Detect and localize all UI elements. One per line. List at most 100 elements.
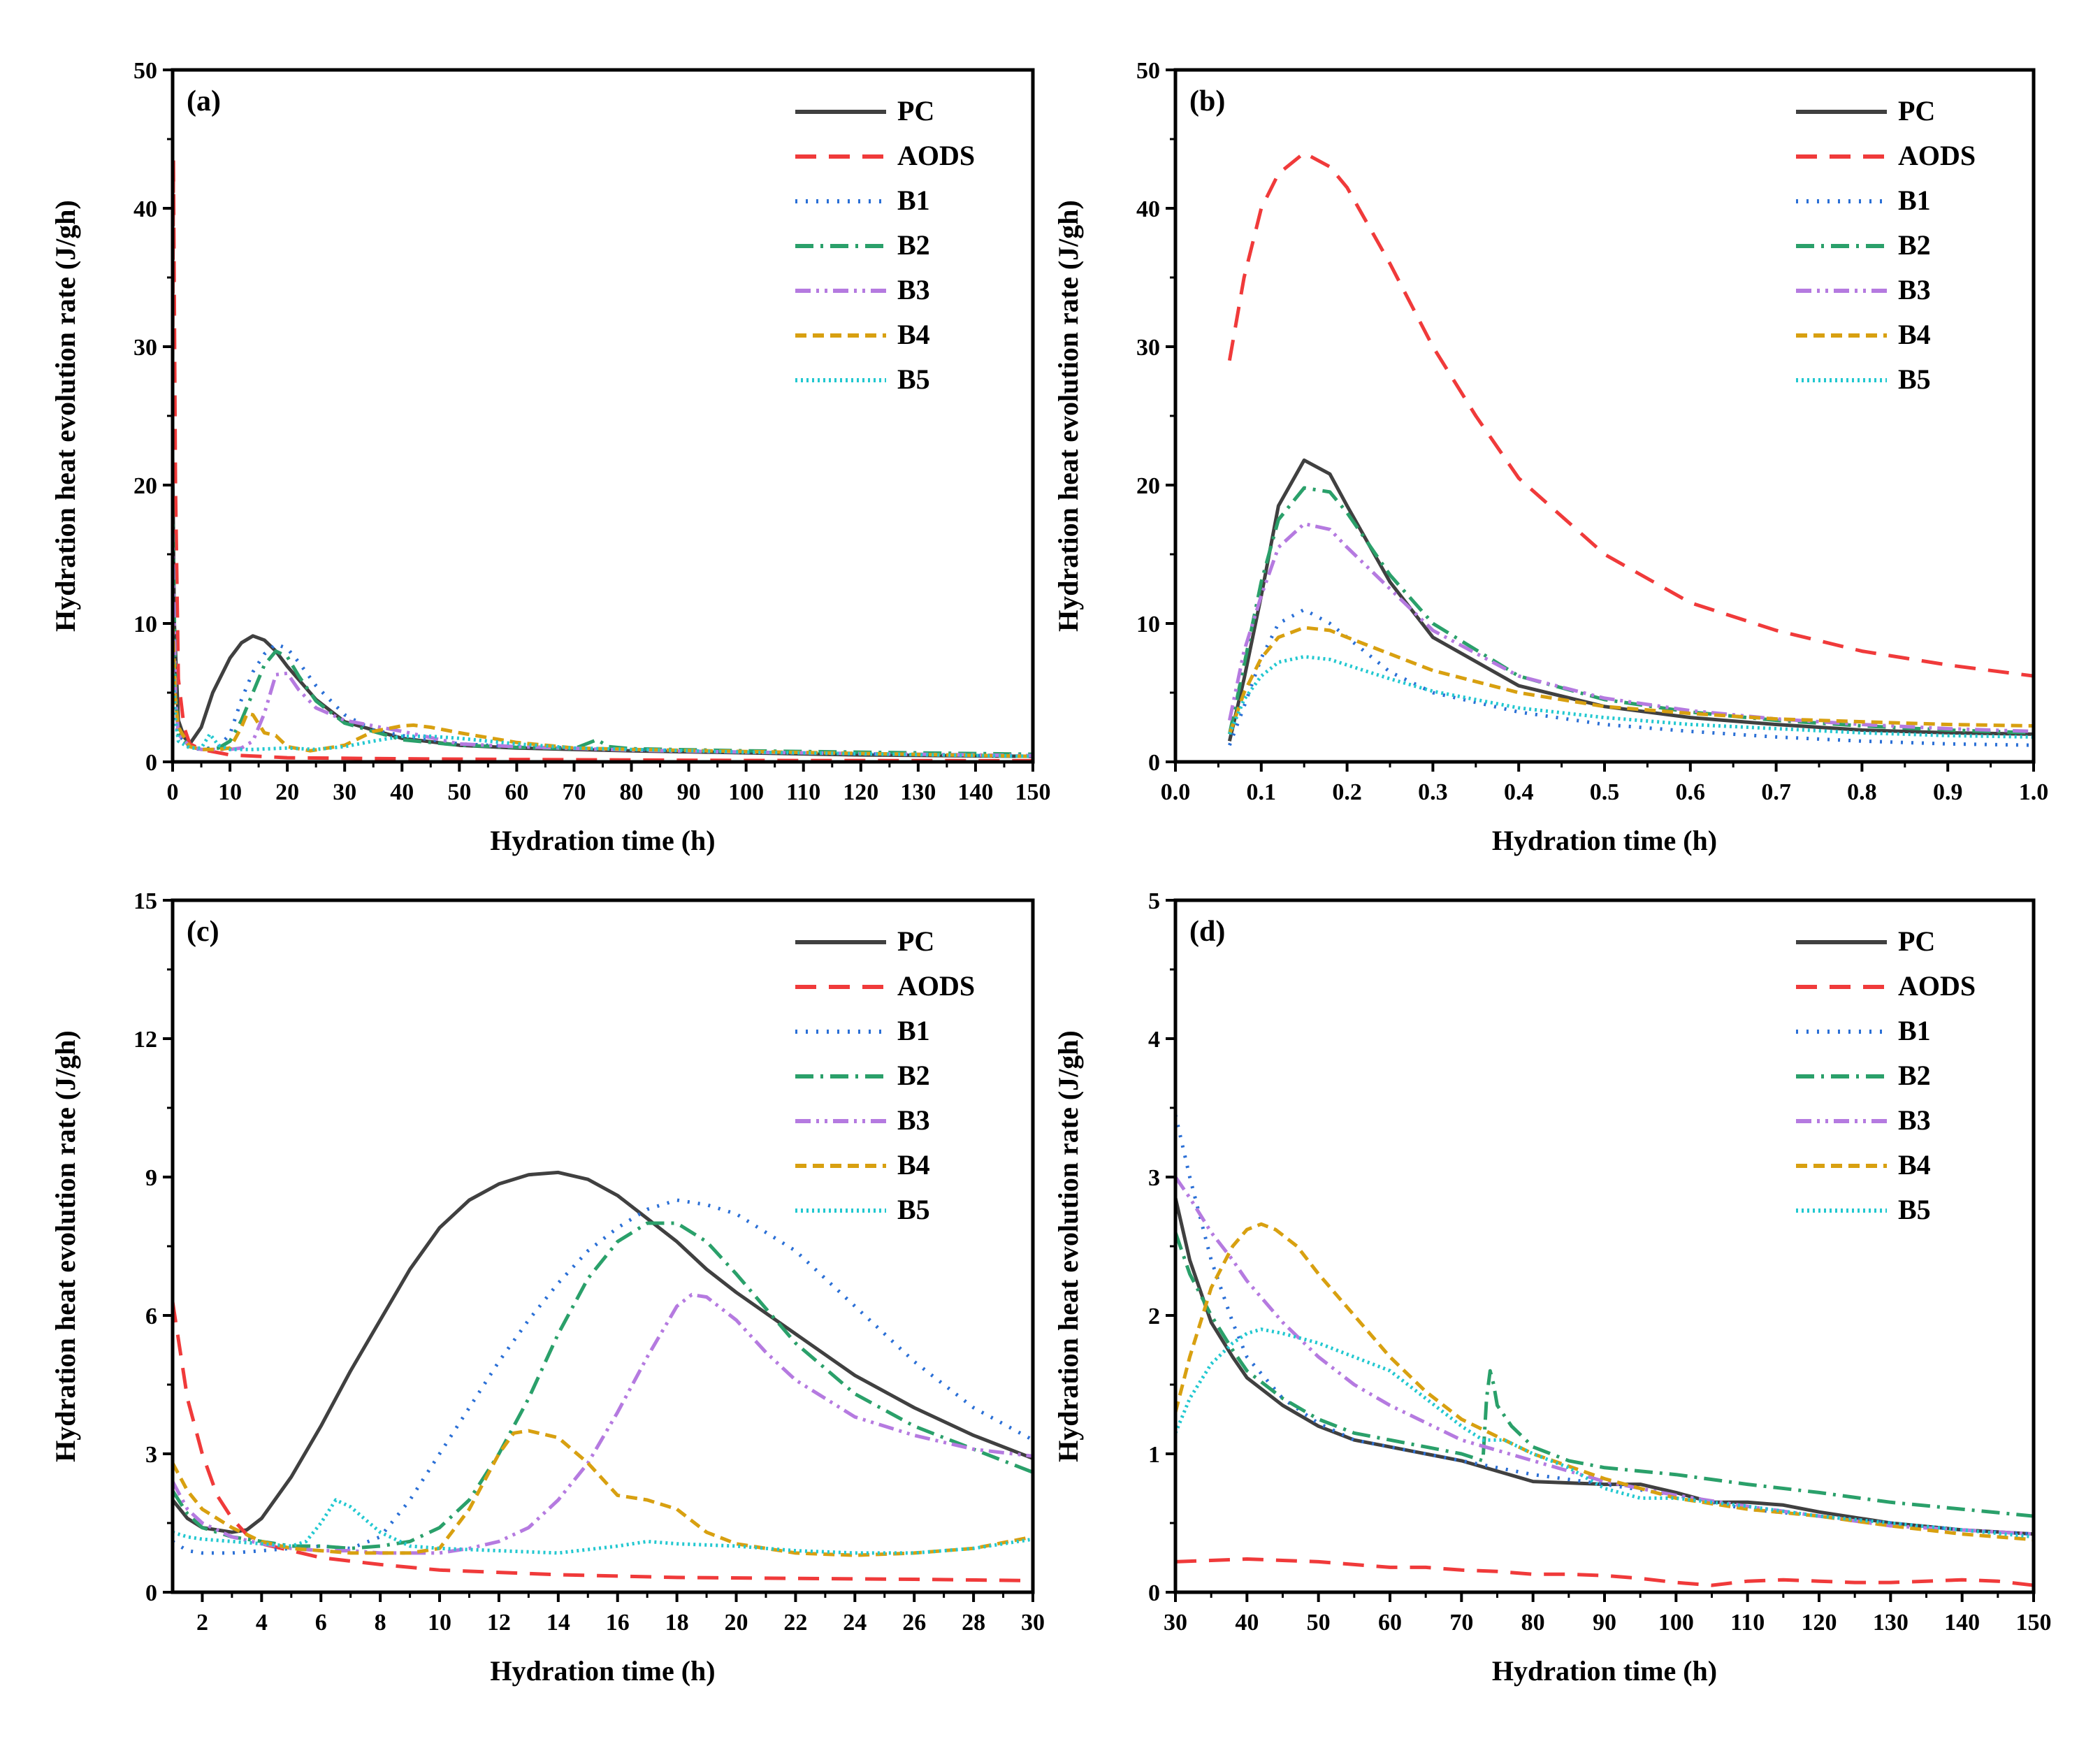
series-line-b1 <box>173 623 1033 758</box>
series-line-b3 <box>173 1292 1033 1555</box>
x-tick-label: 0.7 <box>1761 779 1791 805</box>
legend-label-b4: B4 <box>1898 1149 1931 1181</box>
x-tick-label: 10 <box>218 779 242 805</box>
legend-label-b3: B3 <box>897 1104 930 1136</box>
panel-label: (d) <box>1189 916 1225 948</box>
x-tick-label: 140 <box>957 779 993 805</box>
y-tick-label: 30 <box>1136 335 1160 361</box>
legend-label-aods: AODS <box>897 970 975 1002</box>
x-tick-label: 20 <box>725 1610 748 1636</box>
legend-label-b5: B5 <box>1898 1194 1931 1225</box>
legend: PC AODS B1 B2 B3 B4 B5 <box>795 95 975 395</box>
x-tick-label: 0 <box>167 779 179 805</box>
x-tick-label: 0.5 <box>1590 779 1620 805</box>
panel-d: 30 40 50 60 70 80 90 100 110 120 130 140 150 0 1 2 3 4 5 Hy… <box>1052 888 2052 1687</box>
x-tick-label: 70 <box>562 779 586 805</box>
x-tick-label: 4 <box>256 1610 268 1636</box>
x-tick-label: 130 <box>1873 1610 1909 1636</box>
x-tick-label: 0.1 <box>1247 779 1277 805</box>
x-tick-label: 80 <box>1521 1610 1545 1636</box>
x-tick-label: 70 <box>1449 1610 1473 1636</box>
x-tick-label: 110 <box>1730 1610 1765 1636</box>
x-tick-label: 120 <box>1802 1610 1837 1636</box>
y-tick-label: 1 <box>1148 1442 1160 1468</box>
y-tick-label: 10 <box>133 612 157 637</box>
x-tick-label: 100 <box>1658 1610 1694 1636</box>
panel-label: (a) <box>187 85 221 117</box>
x-tick-label: 0.9 <box>1933 779 1963 805</box>
y-tick-label: 10 <box>1136 612 1160 637</box>
x-axis-title: Hydration time (h) <box>490 825 715 856</box>
series-line-pc <box>1175 1197 2034 1536</box>
x-tick-label: 0.2 <box>1332 779 1362 805</box>
x-tick-label: 90 <box>1593 1610 1616 1636</box>
x-tick-label: 50 <box>1307 1610 1331 1636</box>
series-lines <box>173 158 1033 762</box>
panel-c: 2 4 6 8 10 12 14 16 18 20 22 24 26 28 3003691215Hydrat… <box>50 888 1045 1687</box>
y-tick-label: 9 <box>145 1165 157 1191</box>
series-line-b5 <box>173 651 1033 758</box>
x-tick-label: 1.0 <box>2019 779 2049 805</box>
legend-label-b2: B2 <box>1898 229 1931 261</box>
series-line-b5 <box>1175 1327 2034 1539</box>
x-tick-label: 6 <box>315 1610 327 1636</box>
x-tick-label: 50 <box>447 779 471 805</box>
series-line-aods <box>173 158 1033 762</box>
legend: PC AODS B1 B2 B3 B4 B5 <box>795 925 975 1225</box>
series-line-b1 <box>1228 607 2034 747</box>
y-tick-label: 5 <box>1148 888 1160 914</box>
x-tick-label: 150 <box>2016 1610 2052 1636</box>
y-tick-label: 0 <box>145 1580 157 1606</box>
y-tick-label: 6 <box>145 1304 157 1329</box>
legend-label-aods: AODS <box>1898 970 1976 1002</box>
series-line-b3 <box>173 526 1033 758</box>
series-lines <box>1227 151 2034 747</box>
x-tick-label: 60 <box>1378 1610 1402 1636</box>
y-tick-label: 15 <box>133 888 157 914</box>
legend-label-b3: B3 <box>897 274 930 305</box>
series-line-b2 <box>1227 486 2034 735</box>
legend-label-b4: B4 <box>897 319 930 350</box>
series-line-b3 <box>1227 521 2034 733</box>
series-line-b1 <box>173 1198 1033 1555</box>
legend-label-b1: B1 <box>897 1015 930 1046</box>
legend-label-pc: PC <box>1898 95 1935 127</box>
y-tick-label: 40 <box>133 196 157 222</box>
y-tick-label: 3 <box>1148 1165 1160 1191</box>
plot-frame <box>1173 898 2036 1594</box>
legend-label-pc: PC <box>897 925 934 957</box>
series-lines <box>173 1170 1033 1582</box>
series-line-b4 <box>173 623 1033 758</box>
legend-label-b2: B2 <box>897 229 930 261</box>
legend-label-aods: AODS <box>897 140 975 171</box>
legend-label-b3: B3 <box>1898 274 1931 305</box>
x-tick-label: 24 <box>843 1610 867 1636</box>
y-axis-title: Hydration heat evolution rate (J/gh) <box>50 200 81 632</box>
legend-label-b5: B5 <box>1898 363 1931 395</box>
legend-label-b5: B5 <box>897 363 930 395</box>
x-tick-label: 8 <box>375 1610 386 1636</box>
x-axis-title: Hydration time (h) <box>1492 825 1717 856</box>
y-tick-label: 12 <box>133 1027 157 1053</box>
series-line-pc <box>173 457 1033 758</box>
series-line-b5 <box>173 1498 1033 1555</box>
x-tick-label: 30 <box>333 779 356 805</box>
legend-label-b3: B3 <box>1898 1104 1931 1136</box>
legend-label-aods: AODS <box>1898 140 1976 171</box>
legend: PC AODS B1 B2 B3 B4 B5 <box>1796 925 1976 1225</box>
x-tick-label: 0.0 <box>1161 779 1191 805</box>
legend-label-b5: B5 <box>897 1194 930 1225</box>
series-line-b4 <box>173 1429 1033 1557</box>
x-tick-label: 22 <box>783 1610 807 1636</box>
legend-label-b1: B1 <box>1898 185 1931 216</box>
x-tick-label: 28 <box>962 1610 985 1636</box>
panel-a: 0 10 20 30 40 50 60 70 80 90 100 110 120 130 140 150 0 10… <box>50 58 1051 856</box>
y-tick-label: 0 <box>1148 750 1160 776</box>
series-lines <box>1175 1114 2034 1587</box>
y-tick-label: 2 <box>1148 1304 1160 1329</box>
x-tick-label: 26 <box>902 1610 926 1636</box>
x-tick-label: 130 <box>900 779 936 805</box>
x-tick-label: 30 <box>1164 1610 1187 1636</box>
x-tick-label: 0.6 <box>1676 779 1706 805</box>
